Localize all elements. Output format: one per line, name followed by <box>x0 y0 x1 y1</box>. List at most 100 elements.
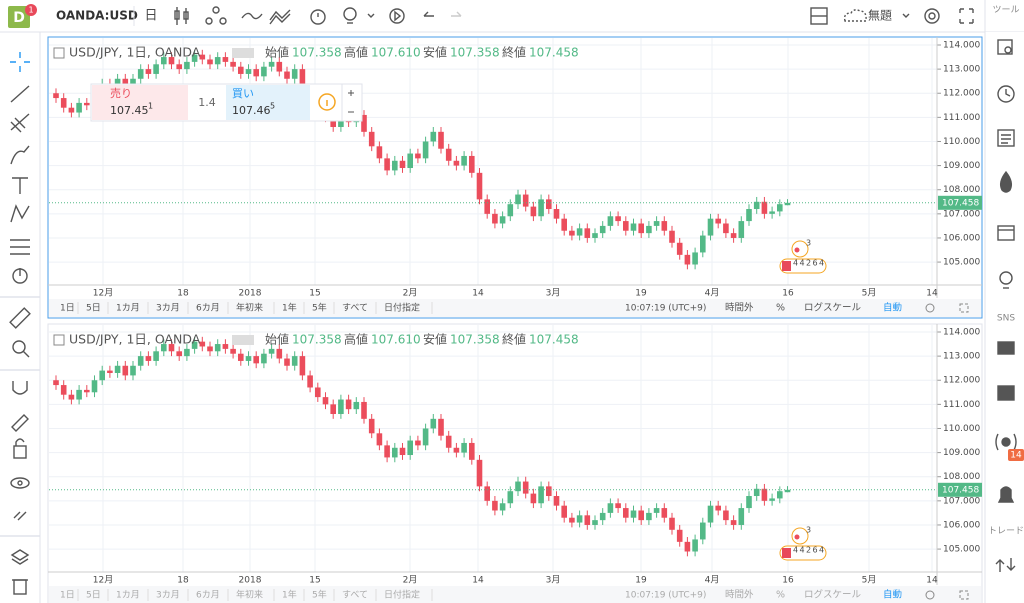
layout-name[interactable]: 無題 <box>868 8 892 23</box>
candle-body <box>507 491 514 504</box>
range-button[interactable]: 日付指定 <box>384 302 420 314</box>
range-button[interactable]: 6カ月 <box>196 303 220 314</box>
range-button[interactable]: 5日 <box>86 590 101 601</box>
scale-option[interactable]: ログスケール <box>804 302 862 314</box>
fullscreen-icon[interactable] <box>959 590 969 600</box>
info-icon[interactable] <box>318 93 336 111</box>
scale-option[interactable]: ログスケール <box>804 589 862 601</box>
symbol[interactable]: OANDA:USD <box>56 9 138 23</box>
toolbar-icons[interactable] <box>174 6 974 25</box>
range-button[interactable]: すべて <box>342 590 368 601</box>
candle-body <box>345 399 352 410</box>
collapse-button[interactable] <box>53 47 65 59</box>
x-tick-label: 14 <box>926 576 938 586</box>
event-marker[interactable] <box>791 527 809 545</box>
x-tick-label: 15 <box>309 289 320 299</box>
candle-body <box>723 223 729 234</box>
candle-body <box>761 488 768 501</box>
candle-body <box>492 213 498 224</box>
candle-body <box>60 385 67 395</box>
candle-body <box>515 481 521 492</box>
legend-name: 終値 <box>502 332 526 347</box>
scale-option[interactable]: 自動 <box>883 589 902 601</box>
scale-option[interactable]: 時間外 <box>725 302 754 314</box>
candle-body <box>592 233 598 238</box>
pane-frame <box>47 36 983 319</box>
logo[interactable] <box>8 6 30 28</box>
candle-body <box>315 387 321 398</box>
event-flags[interactable] <box>779 545 827 561</box>
event-marker[interactable] <box>791 240 809 258</box>
interval[interactable]: 日 <box>144 9 157 24</box>
range-button[interactable]: 年初来 <box>236 302 263 314</box>
event-dot <box>794 534 800 540</box>
legend-name: 始値 <box>265 45 289 60</box>
candle-body <box>84 102 90 106</box>
event-flag-count: 6 <box>813 259 818 268</box>
range-button[interactable]: すべて <box>342 303 368 314</box>
buy-button[interactable] <box>226 85 310 120</box>
candle-body <box>715 505 721 511</box>
range-button[interactable]: 1年 <box>282 589 297 601</box>
candle-body <box>684 254 691 265</box>
y-tick-label: 106.000 <box>943 233 980 243</box>
range-button[interactable]: 5日 <box>86 303 101 314</box>
range-button[interactable]: 日付指定 <box>384 589 420 601</box>
legend-value: 107.358 <box>292 333 342 347</box>
settings-icon[interactable] <box>925 590 935 600</box>
event-count: 3 <box>806 526 811 535</box>
candle-body <box>538 199 544 217</box>
range-button[interactable]: 6カ月 <box>196 590 220 601</box>
legend-value: 107.358 <box>292 46 342 60</box>
candle-body <box>522 481 529 494</box>
range-button[interactable]: 3カ月 <box>156 590 180 601</box>
candle-body <box>184 348 190 357</box>
candle-body <box>584 515 591 525</box>
candle-body <box>430 418 437 429</box>
scale-option[interactable]: % <box>776 590 785 601</box>
range-button[interactable]: 1年 <box>282 302 297 314</box>
range-button[interactable]: 3カ月 <box>156 303 180 314</box>
y-tick-label: 110.000 <box>943 137 980 147</box>
candle-body <box>222 57 229 62</box>
candle-body <box>291 356 298 366</box>
left-tools[interactable] <box>0 52 40 595</box>
event-flag-count: 6 <box>813 546 818 555</box>
range-button[interactable]: 5年 <box>312 589 327 601</box>
candle-body <box>723 510 729 521</box>
fullscreen-icon[interactable] <box>959 303 969 313</box>
legend-name: 終値 <box>502 45 526 60</box>
legend-name: 始値 <box>265 332 289 347</box>
x-tick-label: 14 <box>472 289 484 299</box>
y-tick-label: 107.000 <box>943 496 980 506</box>
last-price-box <box>938 195 982 210</box>
range-button[interactable]: 5年 <box>312 302 327 314</box>
toolbar <box>0 0 1024 32</box>
candle-body <box>661 221 668 231</box>
scale-option[interactable]: 自動 <box>883 302 902 314</box>
candle-body <box>453 160 460 166</box>
sell-button[interactable] <box>92 85 188 120</box>
header-icons[interactable] <box>232 335 254 345</box>
legend-value: 107.610 <box>371 46 421 60</box>
candle-body <box>60 98 67 108</box>
tools-label: ツール <box>992 6 1019 16</box>
x-tick-label: 12月 <box>93 288 113 299</box>
settings-icon[interactable] <box>925 303 935 313</box>
badge <box>1008 449 1024 461</box>
scale-option[interactable]: 時間外 <box>725 589 754 601</box>
header-icons[interactable] <box>232 48 254 58</box>
collapse-button[interactable] <box>53 334 65 346</box>
event-flags[interactable] <box>779 258 827 274</box>
candle-body <box>646 512 652 521</box>
scale-option[interactable]: % <box>776 303 785 314</box>
right-icons[interactable] <box>995 39 1017 572</box>
candle-body <box>569 230 575 236</box>
range-button[interactable]: 1日 <box>60 590 75 601</box>
qty-buttons[interactable] <box>348 90 354 113</box>
range-button[interactable]: 年初来 <box>236 589 263 601</box>
range-button[interactable]: 1日 <box>60 303 75 314</box>
range-button[interactable]: 1カ月 <box>116 303 140 314</box>
candle-body <box>738 508 745 525</box>
range-button[interactable]: 1カ月 <box>116 590 140 601</box>
